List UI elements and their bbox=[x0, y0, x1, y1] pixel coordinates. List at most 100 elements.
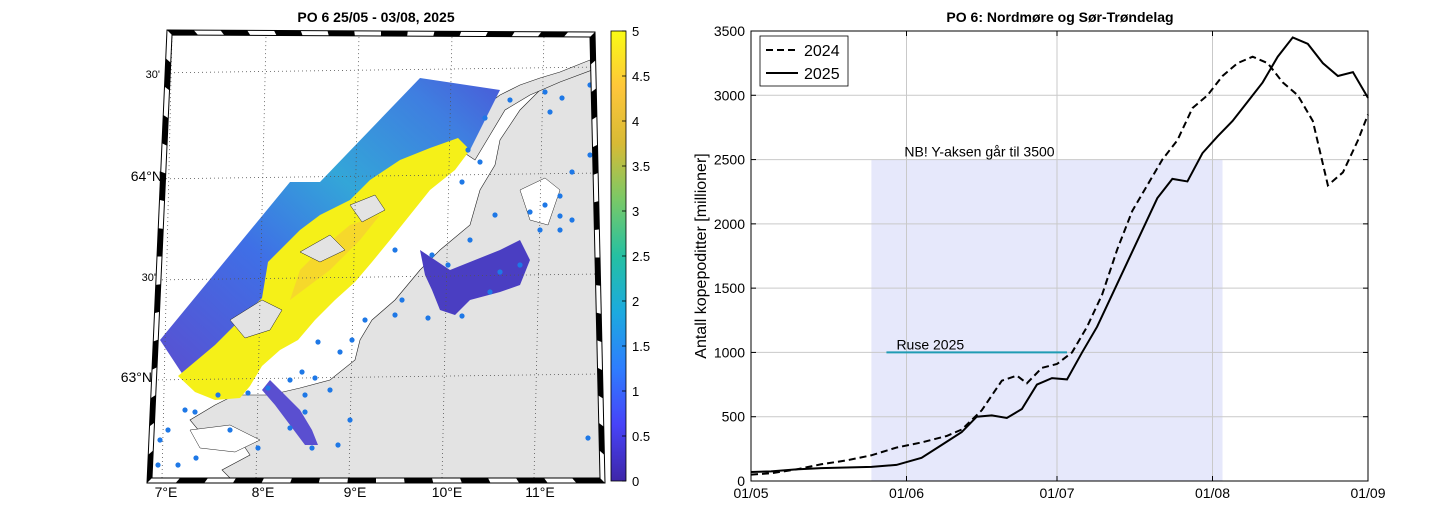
station-dot bbox=[569, 217, 575, 223]
station-dot bbox=[309, 445, 315, 451]
station-dot bbox=[497, 269, 503, 275]
station-dot bbox=[517, 262, 523, 268]
x-tick-label: 01/09 bbox=[1350, 485, 1385, 501]
station-dot bbox=[157, 437, 163, 443]
station-dot bbox=[215, 392, 221, 398]
frame-segment bbox=[152, 339, 159, 370]
series-lines bbox=[750, 36, 1369, 476]
y-axis-label: Antall kopepoditter [millioner] bbox=[693, 153, 710, 358]
station-dot bbox=[492, 212, 498, 218]
frame-segment bbox=[147, 450, 154, 483]
station-dot bbox=[542, 202, 548, 208]
lat-label: 30' bbox=[142, 272, 156, 284]
frame-segment bbox=[592, 144, 599, 175]
station-dot bbox=[477, 159, 483, 165]
lon-label: 7°E bbox=[155, 484, 178, 500]
map-area bbox=[152, 35, 600, 478]
station-dot bbox=[459, 179, 465, 185]
y-tick-label: 1500 bbox=[714, 280, 745, 296]
lat-label: 63°N bbox=[121, 369, 152, 385]
y-tick-label: 2000 bbox=[714, 216, 745, 232]
station-dot bbox=[585, 435, 591, 441]
station-dot bbox=[337, 349, 343, 355]
lon-label: 11°E bbox=[525, 484, 554, 500]
frame-segment bbox=[597, 367, 604, 399]
y-tick-label: 0 bbox=[737, 473, 745, 489]
series-line-2024 bbox=[750, 55, 1369, 476]
fjord-south bbox=[262, 380, 318, 445]
frame-segment bbox=[404, 478, 434, 483]
colorbar-tick-label: 3 bbox=[632, 204, 639, 219]
station-dot bbox=[287, 377, 293, 383]
frame-segment bbox=[164, 58, 171, 91]
station-dot bbox=[312, 375, 318, 381]
island bbox=[349, 194, 386, 223]
colorbar-tick-label: 1.5 bbox=[632, 339, 650, 354]
frame-segment bbox=[175, 478, 208, 483]
colorbar-ticks: 0 0.5 1 1.5 2 2.5 3 3.5 4 4.5 5 bbox=[622, 24, 650, 489]
x-tick-label: 01/05 bbox=[733, 485, 768, 501]
station-dot bbox=[175, 462, 181, 468]
station-dot bbox=[569, 169, 575, 175]
frame-segment bbox=[347, 478, 376, 483]
station-dot bbox=[557, 213, 563, 219]
station-dots bbox=[155, 82, 593, 468]
station-dot bbox=[245, 390, 251, 396]
station-dot bbox=[192, 409, 198, 415]
x-tick-label: 01/07 bbox=[1039, 485, 1074, 501]
station-dot bbox=[507, 97, 513, 103]
station-dot bbox=[557, 193, 563, 199]
mid-value-zone bbox=[290, 215, 380, 300]
station-dot bbox=[327, 387, 333, 393]
station-dot bbox=[482, 115, 488, 121]
station-dot bbox=[349, 337, 355, 343]
frame-segment bbox=[327, 30, 355, 36]
station-dot bbox=[557, 227, 563, 233]
legend-label-2024: 2024 bbox=[804, 43, 840, 60]
station-dot bbox=[265, 385, 271, 391]
station-dot bbox=[487, 289, 493, 295]
station-dot bbox=[287, 425, 293, 431]
line-panel: PO 6: Nordmøre og Sør-Trøndelag 0 500 1000… bbox=[693, 9, 1386, 501]
station-dot bbox=[527, 209, 533, 215]
frame-segment bbox=[598, 422, 605, 455]
frame-segment bbox=[159, 171, 166, 202]
station-dot bbox=[302, 392, 308, 398]
frame-segment bbox=[460, 478, 491, 483]
axis-ticks: 0 500 1000 1500 2000 2500 3000 3500 01/05 01/06 01… bbox=[714, 23, 1386, 501]
frame-segment bbox=[537, 31, 569, 37]
fjord-low bbox=[420, 240, 530, 315]
station-dot bbox=[587, 82, 593, 88]
frame-segment bbox=[572, 478, 605, 483]
frame-segment bbox=[596, 312, 602, 343]
lon-label: 9°E bbox=[344, 484, 367, 500]
colorbar-tick-label: 0.5 bbox=[632, 429, 650, 444]
station-dot bbox=[425, 315, 431, 321]
ruse-label: Ruse 2025 bbox=[896, 336, 964, 352]
frame-segment bbox=[381, 31, 408, 37]
lake bbox=[189, 424, 261, 453]
legend: 2024 2025 bbox=[759, 35, 849, 87]
frame-segment bbox=[220, 30, 251, 36]
station-dot bbox=[155, 462, 161, 468]
y-tick-label: 500 bbox=[722, 409, 746, 425]
station-dot bbox=[559, 95, 565, 101]
station-dot bbox=[165, 427, 171, 433]
legend-box bbox=[759, 35, 849, 87]
frame-segment bbox=[162, 114, 169, 146]
frame-segment bbox=[516, 478, 548, 483]
colorbar-tick-label: 4 bbox=[632, 114, 639, 129]
frame-segment bbox=[595, 257, 601, 286]
station-dot bbox=[392, 312, 398, 318]
station-dot bbox=[335, 442, 341, 448]
legend-label-2025: 2025 bbox=[804, 66, 840, 83]
map-frame bbox=[146, 29, 606, 484]
x-tick-label: 01/08 bbox=[1195, 485, 1230, 501]
frame-segment bbox=[149, 394, 156, 427]
station-dot bbox=[547, 109, 553, 115]
plot-frame bbox=[750, 30, 1369, 482]
station-dot bbox=[299, 369, 305, 375]
station-dot bbox=[347, 417, 353, 423]
station-dot bbox=[193, 455, 199, 461]
